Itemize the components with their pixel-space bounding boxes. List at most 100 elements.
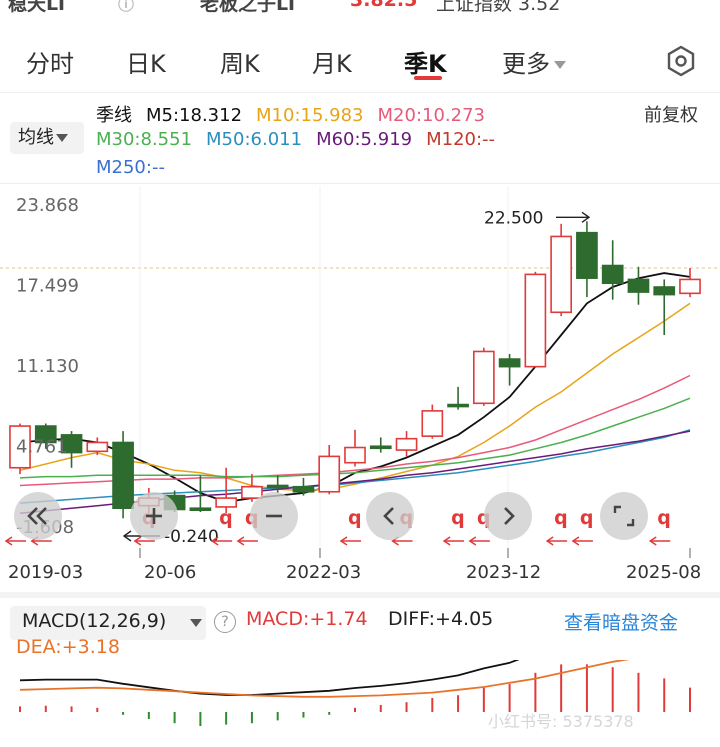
- tab-daily-k[interactable]: 日K: [126, 50, 166, 78]
- signal-arrow-head: [4, 536, 13, 546]
- candle-body: [421, 410, 444, 437]
- macd-chart[interactable]: [0, 660, 720, 747]
- signal-marker-q: q: [219, 507, 233, 529]
- ma20-value: M20:10.273: [377, 105, 485, 126]
- fullscreen-button[interactable]: [600, 492, 648, 540]
- info-icon: ⓘ: [118, 0, 135, 14]
- max-price-label: 22.500: [484, 208, 543, 228]
- x-tick-label: 2023-12: [466, 562, 542, 583]
- y-tick-label: 17.499: [16, 276, 79, 297]
- diff-line: [19, 660, 520, 696]
- active-tab-indicator: [414, 76, 442, 80]
- ma-selector[interactable]: 均线: [10, 122, 84, 154]
- ma-selector-label: 均线: [18, 127, 54, 148]
- signal-arrow-head: [442, 536, 451, 546]
- candle-body: [292, 485, 315, 493]
- tab-monthly-k[interactable]: 月K: [312, 50, 352, 78]
- panel-divider: [0, 592, 720, 598]
- candle-body: [86, 441, 109, 453]
- candle-body: [369, 445, 392, 450]
- macd-header: MACD(12,26,9) ? MACD:+1.74 DIFF:+4.05 查看…: [0, 604, 720, 664]
- scroll-left-fast-button[interactable]: [14, 492, 62, 540]
- tab-more[interactable]: 更多: [502, 44, 566, 79]
- min-arrow-head: [122, 530, 132, 542]
- candle-body: [9, 425, 31, 469]
- candle-body: [318, 455, 341, 493]
- ma-legend-row-3: M250:--: [96, 157, 179, 178]
- signal-arrow-head: [545, 536, 554, 546]
- ma250-value: M250:--: [96, 157, 165, 178]
- tab-fenshi[interactable]: 分时: [26, 50, 74, 78]
- top-price: 3.82.5: [350, 0, 418, 11]
- signal-arrow-head: [648, 536, 657, 546]
- candle-body: [60, 434, 83, 454]
- dea-value: DEA:+3.18: [16, 636, 120, 658]
- signal-marker-q: q: [657, 507, 671, 529]
- adjust-qianfuquan[interactable]: 前复权: [644, 105, 698, 126]
- ma5-value: M5:18.312: [146, 105, 243, 126]
- tab-more-label: 更多: [502, 50, 550, 78]
- y-tick-label: 4.761: [16, 437, 68, 458]
- signal-arrow-head: [133, 536, 142, 546]
- tab-weekly-k[interactable]: 周K: [220, 50, 260, 78]
- top-index-text: 上证指数 3.52: [436, 0, 561, 14]
- candle-body: [34, 425, 57, 444]
- signal-arrow-head: [210, 536, 219, 546]
- candle-body: [472, 350, 495, 405]
- ma60-value: M60:5.919: [316, 129, 413, 150]
- ma-legend-row-1: 季线 M5:18.312 M10:15.983 M20:10.273: [96, 101, 499, 127]
- help-icon[interactable]: ?: [214, 611, 236, 633]
- dark-pool-funds-link[interactable]: 查看暗盘资金: [564, 612, 679, 634]
- chevron-down-icon: [56, 134, 68, 142]
- signal-marker-q: q: [451, 507, 465, 529]
- signal-arrow-head: [236, 536, 245, 546]
- macd-value: MACD:+1.74: [246, 608, 368, 630]
- candle-body: [627, 278, 650, 293]
- watermark-text: 小红书号: 5375378: [488, 712, 634, 731]
- min-price-label: -0.240: [164, 527, 219, 547]
- signal-arrow-head: [468, 536, 477, 546]
- signal-marker-q: q: [554, 507, 568, 529]
- chevron-down-icon: [554, 61, 566, 69]
- tab-quarterly-k[interactable]: 季K: [404, 50, 447, 78]
- signal-arrow-head: [339, 536, 348, 546]
- candle-body: [215, 497, 238, 508]
- candle-body: [344, 446, 366, 464]
- top-mid-text: 老板之子LT: [200, 0, 298, 14]
- candle-body: [266, 484, 289, 489]
- candle-body: [498, 358, 521, 368]
- candle-body: [550, 235, 573, 314]
- y-tick-label: 23.868: [16, 195, 79, 216]
- ma-legend-row-2: M30:8.551 M50:6.011 M60:5.919 M120:--: [96, 129, 509, 150]
- macd-selector-label: MACD(12,26,9): [22, 610, 167, 632]
- x-tick-label: 2019-03: [8, 562, 84, 583]
- zoom-out-button[interactable]: [250, 492, 298, 540]
- candle-body: [112, 441, 134, 510]
- scroll-right-button[interactable]: [484, 492, 532, 540]
- candle-body: [524, 273, 547, 368]
- candle-body: [653, 286, 676, 296]
- candle-body: [447, 403, 469, 408]
- top-header-strip: 稳天LT ⓘ 老板之子LT 3.82.5 上证指数 3.52: [0, 0, 720, 14]
- candle-body: [241, 485, 263, 499]
- signal-marker-q: q: [580, 507, 594, 529]
- signal-arrow-head: [571, 536, 580, 546]
- x-tick-label: 2022-03: [286, 562, 362, 583]
- scroll-left-button[interactable]: [366, 492, 414, 540]
- max-arrow-head: [581, 211, 591, 223]
- stock-name: 稳天LT: [8, 0, 68, 14]
- diff-value: DIFF:+4.05: [388, 608, 494, 630]
- settings-hexagon-icon[interactable]: [664, 44, 698, 78]
- legend-divider: [0, 183, 720, 184]
- ma30-value: M30:8.551: [96, 129, 193, 150]
- candle-body: [576, 231, 598, 279]
- candle-body: [679, 278, 701, 295]
- y-tick-label: 11.130: [16, 356, 79, 377]
- x-tick-label: 20-06: [144, 562, 197, 583]
- period-label: 季线: [96, 105, 132, 126]
- macd-indicator-selector[interactable]: MACD(12,26,9): [10, 606, 206, 640]
- candle-body: [395, 437, 418, 451]
- ma10-value: M10:15.983: [256, 105, 364, 126]
- signal-marker-q: q: [348, 507, 362, 529]
- zoom-in-button[interactable]: [130, 492, 178, 540]
